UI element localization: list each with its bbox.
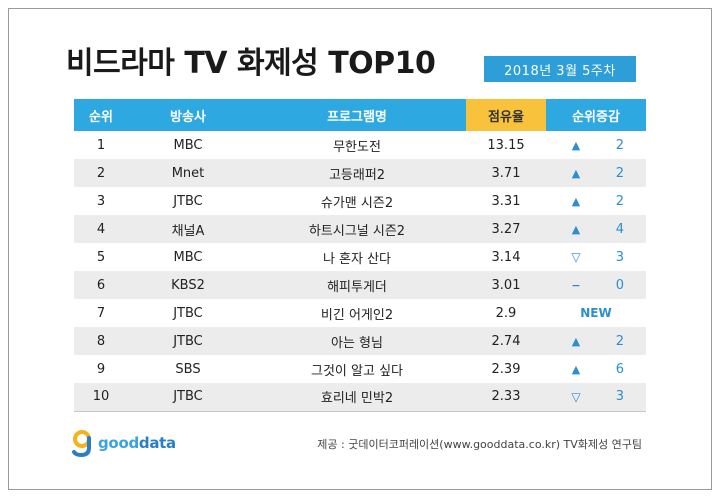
table-row: 9 SBS 그것이 알고 싶다 2.39 ▲ 6	[74, 355, 646, 383]
program-cell: 해피투게더	[248, 271, 466, 299]
rank-cell: 9	[74, 355, 128, 383]
program-cell: 나 혼자 산다	[248, 243, 466, 271]
rank-change-value: 2	[615, 333, 624, 349]
station-cell: 채널A	[128, 215, 248, 243]
table-row: 10 JTBC 효리네 민박2 2.33 ▽ 3	[74, 383, 646, 412]
rank-change-cell: ▽ 3	[546, 383, 646, 412]
rank-change-cell: −0	[546, 271, 646, 299]
share-cell: 2.33	[466, 383, 546, 412]
table-row: 6 KBS2 해피투게더 3.01−0	[74, 271, 646, 299]
station-cell: Mnet	[128, 159, 248, 187]
rank-change-value: 0	[615, 277, 624, 293]
rank-change-value: 2	[615, 165, 624, 181]
rank-change-value: 2	[615, 137, 624, 153]
rank-change-cell: ▲ 6	[546, 355, 646, 383]
rank-change-cell: NEW	[546, 299, 646, 327]
rank-change-cell: ▲ 2	[546, 187, 646, 215]
table-row: 3 JTBC 슈가맨 시즌2 3.31 ▲ 2	[74, 187, 646, 215]
down-arrow-icon: ▽	[571, 389, 581, 404]
rank-change-value: 6	[615, 361, 624, 377]
station-cell: MBC	[128, 243, 248, 271]
rank-cell: 3	[74, 187, 128, 215]
up-arrow-icon: ▲	[571, 222, 581, 236]
share-cell: 3.71	[466, 159, 546, 187]
logo-text: gooddata	[98, 434, 176, 452]
share-cell: 2.9	[466, 299, 546, 327]
header-station: 방송사	[128, 99, 248, 131]
logo-text-data: data	[138, 434, 176, 452]
rank-cell: 7	[74, 299, 128, 327]
program-cell: 그것이 알고 싶다	[248, 355, 466, 383]
program-cell: 고등래퍼2	[248, 159, 466, 187]
gooddata-logo: gooddata	[70, 428, 176, 458]
share-cell: 2.74	[466, 327, 546, 355]
program-cell: 비긴 어게인2	[248, 299, 466, 327]
header-change: 순위증감	[546, 99, 646, 131]
rank-cell: 10	[74, 383, 128, 412]
station-cell: JTBC	[128, 187, 248, 215]
rank-cell: 5	[74, 243, 128, 271]
station-cell: SBS	[128, 355, 248, 383]
table-row: 1 MBC 무한도전 13.15 ▲ 2	[74, 131, 646, 159]
station-cell: MBC	[128, 131, 248, 159]
ranking-table: 순위 방송사 프로그램명 점유율 순위증감 1 MBC 무한도전 13.15 ▲ 2 2 Mn…	[74, 99, 646, 412]
rank-change-cell: ▲ 2	[546, 159, 646, 187]
rank-cell: 8	[74, 327, 128, 355]
up-arrow-icon: ▲	[571, 166, 581, 180]
rank-cell: 1	[74, 131, 128, 159]
up-arrow-icon: ▲	[571, 334, 581, 348]
table-row: 2 Mnet 고등래퍼2 3.71 ▲ 2	[74, 159, 646, 187]
rank-cell: 4	[74, 215, 128, 243]
page-title: 비드라마 TV 화제성 TOP10	[66, 46, 436, 81]
source-credit: 제공 : 굿데이터코퍼레이션(www.gooddata.co.kr) TV화제성…	[317, 438, 642, 451]
no-change-icon: −	[571, 278, 581, 292]
header-share: 점유율	[466, 99, 546, 131]
new-entry-badge: NEW	[580, 306, 612, 320]
rank-change-value: 3	[615, 249, 624, 265]
rank-cell: 6	[74, 271, 128, 299]
rank-change-cell: ▲ 2	[546, 131, 646, 159]
up-arrow-icon: ▲	[571, 194, 581, 208]
share-cell: 13.15	[466, 131, 546, 159]
header-program: 프로그램명	[248, 99, 466, 131]
rank-change-cell: ▲ 2	[546, 327, 646, 355]
program-cell: 효리네 민박2	[248, 383, 466, 412]
station-cell: JTBC	[128, 327, 248, 355]
table-row: 5 MBC 나 혼자 산다 3.14 ▽ 3	[74, 243, 646, 271]
share-cell: 2.39	[466, 355, 546, 383]
station-cell: JTBC	[128, 383, 248, 412]
up-arrow-icon: ▲	[571, 362, 581, 376]
week-badge: 2018년 3월 5주차	[484, 56, 636, 82]
share-cell: 3.01	[466, 271, 546, 299]
rank-change-cell: ▲ 4	[546, 215, 646, 243]
up-arrow-icon: ▲	[571, 138, 581, 152]
station-cell: JTBC	[128, 299, 248, 327]
rank-cell: 2	[74, 159, 128, 187]
program-cell: 아는 형님	[248, 327, 466, 355]
table-row: 4 채널A 하트시그널 시즌2 3.27 ▲ 4	[74, 215, 646, 243]
table-header-row: 순위 방송사 프로그램명 점유율 순위증감	[74, 99, 646, 131]
rank-change-cell: ▽ 3	[546, 243, 646, 271]
station-cell: KBS2	[128, 271, 248, 299]
gooddata-logo-icon	[72, 430, 91, 458]
rank-change-value: 3	[615, 389, 624, 405]
share-cell: 3.14	[466, 243, 546, 271]
table-row: 7 JTBC 비긴 어게인2 2.9 NEW	[74, 299, 646, 327]
down-arrow-icon: ▽	[571, 250, 581, 264]
header-rank: 순위	[74, 99, 128, 131]
program-cell: 하트시그널 시즌2	[248, 215, 466, 243]
program-cell: 슈가맨 시즌2	[248, 187, 466, 215]
share-cell: 3.31	[466, 187, 546, 215]
rank-change-value: 2	[615, 193, 624, 209]
table-row: 8 JTBC 아는 형님 2.74 ▲ 2	[74, 327, 646, 355]
logo-text-good: good	[98, 434, 139, 452]
share-cell: 3.27	[466, 215, 546, 243]
rank-change-value: 4	[615, 221, 624, 237]
program-cell: 무한도전	[248, 131, 466, 159]
